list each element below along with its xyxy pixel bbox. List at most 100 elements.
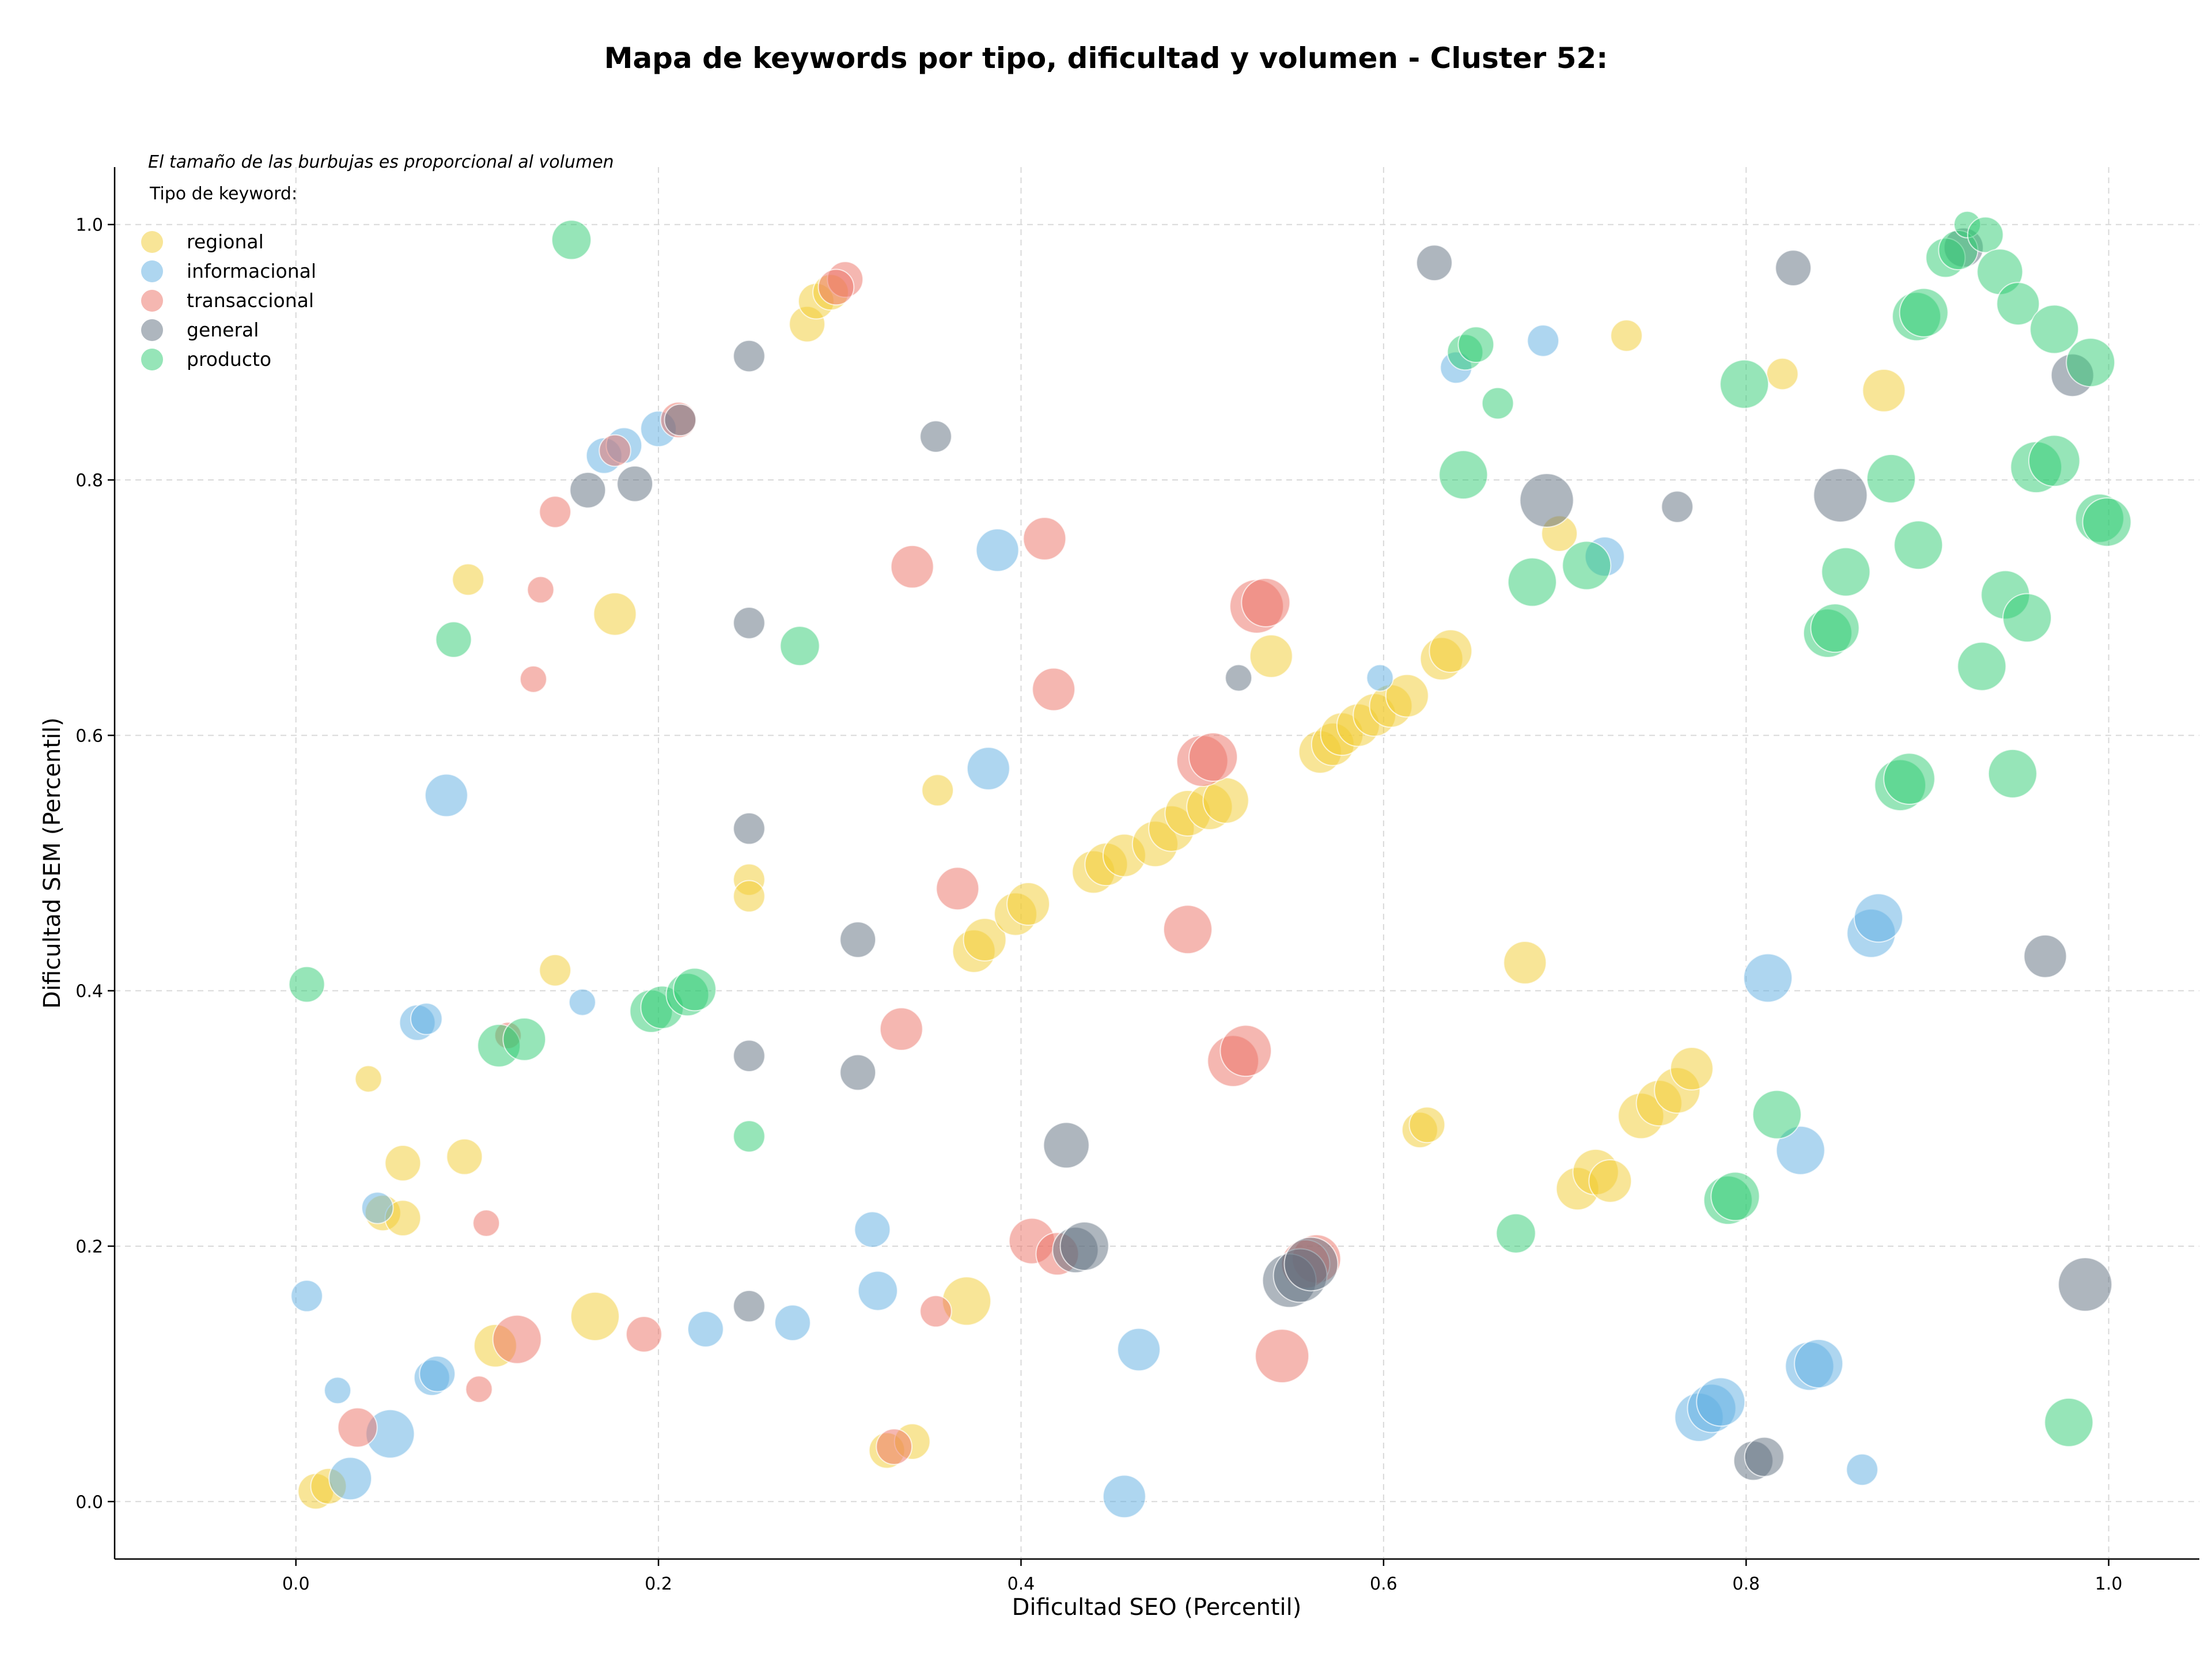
- bubble-general: [664, 403, 697, 437]
- bubble-producto: [551, 220, 592, 260]
- bubble-producto: [1883, 752, 1936, 805]
- bubble-informacional: [1794, 1338, 1844, 1388]
- bubble-informacional: [1102, 1474, 1146, 1519]
- bubble-transaccional: [1188, 732, 1238, 782]
- legend-item-regional: regional: [141, 230, 264, 253]
- x-tick-label: 1.0: [2095, 1574, 2123, 1594]
- bubble-regional: [446, 1138, 483, 1175]
- bubble-general: [1744, 1436, 1785, 1477]
- bubble-producto: [2029, 304, 2080, 354]
- bubble-producto: [1996, 282, 2040, 326]
- bubble-general: [2023, 934, 2067, 978]
- legend-title: Tipo de keyword:: [149, 184, 297, 204]
- series-transaccional: [337, 261, 1342, 1465]
- bubble-regional: [452, 563, 484, 596]
- tick-labels: 0.0 0.2 0.4 0.6 0.8 1.0 0.0 0.2 0.4 0.6 0.8 1.0: [75, 215, 2122, 1594]
- bubble-informacional: [1696, 1377, 1746, 1427]
- bubble-general: [733, 339, 766, 373]
- grid-lines: [115, 167, 2199, 1559]
- bubble-transaccional: [879, 1007, 923, 1051]
- bubble-producto: [779, 626, 820, 667]
- legend-label: general: [187, 319, 259, 341]
- bubble-producto: [1893, 520, 1944, 570]
- bubble-informacional: [1853, 893, 1903, 943]
- bubble-informacional: [568, 988, 596, 1016]
- bubble-regional: [963, 918, 1007, 962]
- bubble-regional: [1249, 634, 1293, 678]
- bubble-producto: [1967, 216, 2004, 253]
- legend-marker: [141, 290, 163, 312]
- y-tick-label: 0.4: [75, 982, 103, 1002]
- x-tick-label: 0.8: [1732, 1574, 1760, 1594]
- bubble-transaccional: [876, 1428, 913, 1465]
- bubble-informacional: [1846, 1453, 1878, 1486]
- bubble-informacional: [361, 1191, 394, 1224]
- bubble-informacional: [424, 773, 468, 818]
- chart-title: Mapa de keywords por tipo, dificultad y …: [604, 41, 1608, 75]
- bubble-regional: [1669, 1046, 1714, 1091]
- bubble-producto: [1821, 547, 1871, 597]
- bubble-transaccional: [1219, 1024, 1272, 1077]
- bubble-producto: [1562, 540, 1612, 591]
- bubble-regional: [384, 1145, 422, 1182]
- bubble-informacional: [290, 1280, 323, 1312]
- bubble-transaccional: [1162, 905, 1213, 955]
- bubble-producto: [1481, 387, 1514, 420]
- series-producto: [288, 210, 2132, 1447]
- bubble-regional: [570, 1291, 620, 1341]
- bubble-producto: [1719, 359, 1770, 409]
- y-tick-label: 0.6: [75, 726, 103, 746]
- bubble-general: [733, 1039, 766, 1072]
- bubble-informacional: [687, 1311, 724, 1348]
- bubble-informacional: [328, 1456, 373, 1501]
- bubble-general: [733, 607, 766, 640]
- bubble-producto: [733, 1120, 766, 1153]
- bubble-regional: [1408, 1106, 1446, 1144]
- bubble-producto: [1866, 453, 1916, 504]
- y-tick-label: 0.8: [75, 471, 103, 491]
- legend-label: transaccional: [187, 289, 314, 312]
- y-tick-label: 0.0: [75, 1492, 103, 1512]
- axes: [113, 167, 2199, 1560]
- bubble-regional: [1385, 674, 1429, 718]
- bubble-producto: [2002, 593, 2052, 643]
- bubble-general: [1775, 249, 1812, 286]
- x-tick-label: 0.4: [1007, 1574, 1035, 1594]
- bubble-transaccional: [465, 1375, 493, 1403]
- bubble-producto: [1710, 1171, 1760, 1221]
- bubble-general: [1416, 244, 1453, 282]
- bubble-regional: [1429, 629, 1473, 673]
- y-tick-label: 0.2: [75, 1237, 103, 1257]
- legend-label: producto: [187, 348, 271, 370]
- bubble-regional: [1588, 1159, 1633, 1203]
- bubble-general: [1813, 468, 1868, 523]
- bubble-general: [1225, 664, 1253, 692]
- bubble-transaccional: [527, 576, 555, 604]
- bubble-informacional: [966, 747, 1010, 790]
- bubble-regional: [1862, 368, 1906, 413]
- bubble-regional: [539, 954, 571, 987]
- bubble-informacional: [854, 1211, 891, 1248]
- bubble-transaccional: [539, 495, 571, 528]
- bubble-informacional: [1743, 953, 1793, 1003]
- legend-item-informacional: informacional: [141, 260, 316, 282]
- bubble-regional: [1503, 940, 1547, 985]
- bubble-producto: [1495, 1213, 1536, 1254]
- bubble-regional: [593, 592, 637, 636]
- bubble-producto: [1987, 748, 2037, 799]
- y-tick-label: 1.0: [75, 215, 103, 236]
- bubble-layer: [288, 210, 2132, 1519]
- bubble-general: [1043, 1122, 1090, 1169]
- bubble-general: [1519, 473, 1574, 528]
- bubble-regional: [921, 774, 954, 807]
- bubble-producto: [2066, 338, 2116, 388]
- bubble-informacional: [975, 528, 1020, 572]
- bubble-transaccional: [935, 867, 980, 911]
- legend-label: regional: [187, 230, 264, 253]
- legend-item-general: general: [141, 319, 259, 341]
- bubble-informacional: [1527, 324, 1560, 357]
- bubble-producto: [1752, 1089, 1802, 1140]
- legend-marker: [141, 349, 163, 370]
- bubble-informacional: [857, 1270, 898, 1311]
